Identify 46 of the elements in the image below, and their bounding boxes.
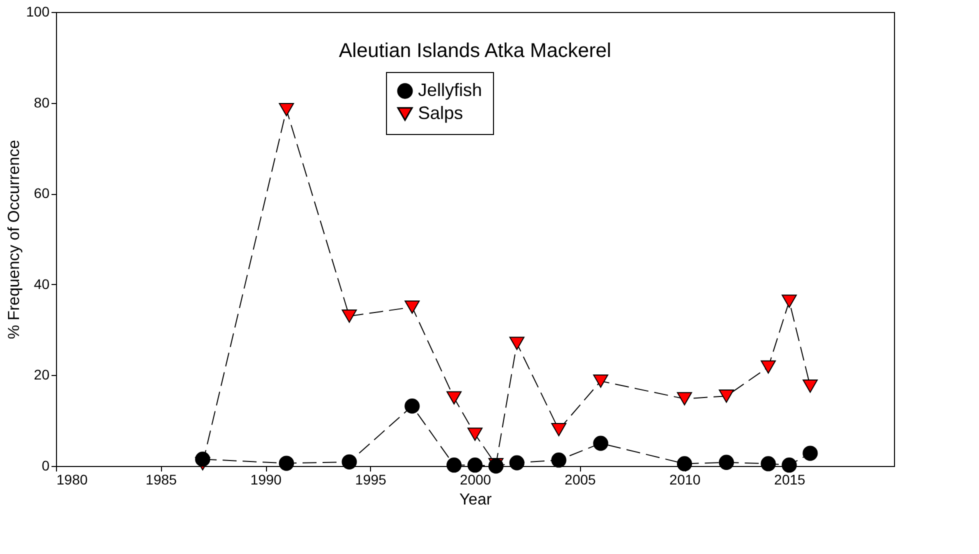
point xyxy=(342,310,357,323)
x-tick-label: 2000 xyxy=(460,472,492,488)
point xyxy=(760,360,776,374)
x-tick-label: 2010 xyxy=(669,472,701,488)
x-tick-label: 1995 xyxy=(355,472,387,488)
point xyxy=(404,300,420,314)
legend-label: Salps xyxy=(418,103,464,123)
point xyxy=(446,458,462,473)
legend-label: Jellyfish xyxy=(418,80,482,100)
y-tick-label: 60 xyxy=(34,185,50,202)
point xyxy=(551,452,566,468)
point xyxy=(509,455,524,470)
point xyxy=(718,389,734,403)
point xyxy=(195,452,210,467)
point xyxy=(278,102,294,116)
x-tick-label: 2015 xyxy=(774,472,806,488)
x-tick-label: 1985 xyxy=(146,472,178,488)
point xyxy=(802,379,818,393)
y-tick-label: 100 xyxy=(26,4,50,20)
x-tick-label: 2005 xyxy=(564,472,596,488)
point xyxy=(676,456,692,472)
point xyxy=(782,458,797,473)
x-tick-label: 1990 xyxy=(250,472,282,488)
point xyxy=(718,454,734,470)
point xyxy=(342,454,357,470)
text: Aleutian Islands Atka Mackerel xyxy=(338,40,612,62)
x-tick-label: 1980 xyxy=(56,472,88,488)
point xyxy=(467,428,483,441)
point xyxy=(593,374,608,388)
point xyxy=(676,392,692,406)
point xyxy=(551,423,566,436)
point xyxy=(467,458,483,473)
y-tick-label: 20 xyxy=(34,366,50,383)
y-tick-label: 80 xyxy=(34,94,50,110)
point xyxy=(509,336,524,350)
point xyxy=(404,398,420,414)
y-tick-label: 40 xyxy=(34,276,50,292)
y-tick-label: 0 xyxy=(42,458,50,474)
point xyxy=(593,436,608,451)
point xyxy=(802,446,818,461)
y-axis-title: % Frequency of Occurrence xyxy=(6,140,24,340)
point xyxy=(782,294,797,308)
x-axis-title: Year xyxy=(459,492,492,508)
point xyxy=(446,391,462,405)
point xyxy=(278,456,294,471)
point xyxy=(760,456,776,472)
